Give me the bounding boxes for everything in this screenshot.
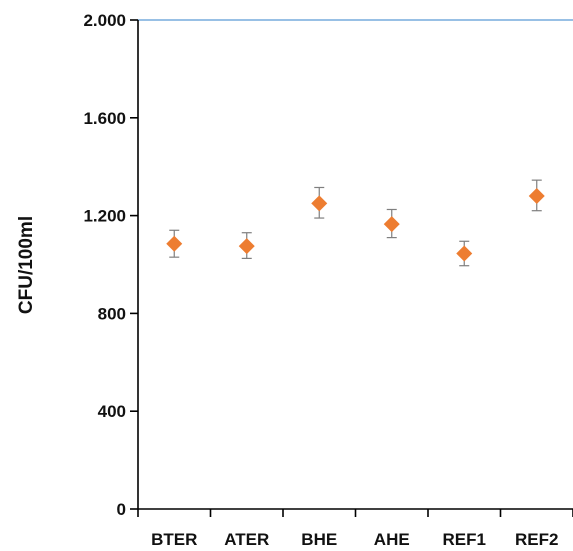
y-tick-label: 400 xyxy=(98,402,126,421)
y-tick-label: 1.200 xyxy=(83,207,126,226)
data-point-ref2 xyxy=(528,188,545,205)
data-point-bhe xyxy=(311,195,328,212)
x-tick-label: ATER xyxy=(224,530,269,549)
y-axis-title: CFU/100ml xyxy=(16,216,37,314)
x-tick-label: REF2 xyxy=(515,530,558,549)
data-point-bter xyxy=(166,235,183,252)
data-point-ater xyxy=(238,238,255,255)
data-point-ref1 xyxy=(456,245,473,262)
y-tick-label: 0 xyxy=(117,500,126,519)
x-tick-label: BTER xyxy=(151,530,197,549)
x-tick-label: AHE xyxy=(374,530,410,549)
x-tick-label: BHE xyxy=(301,530,337,549)
y-tick-label: 1.600 xyxy=(83,109,126,128)
y-tick-label: 2.000 xyxy=(83,11,126,30)
x-tick-label: REF1 xyxy=(443,530,486,549)
data-point-ahe xyxy=(383,216,400,233)
y-tick-label: 800 xyxy=(98,304,126,323)
